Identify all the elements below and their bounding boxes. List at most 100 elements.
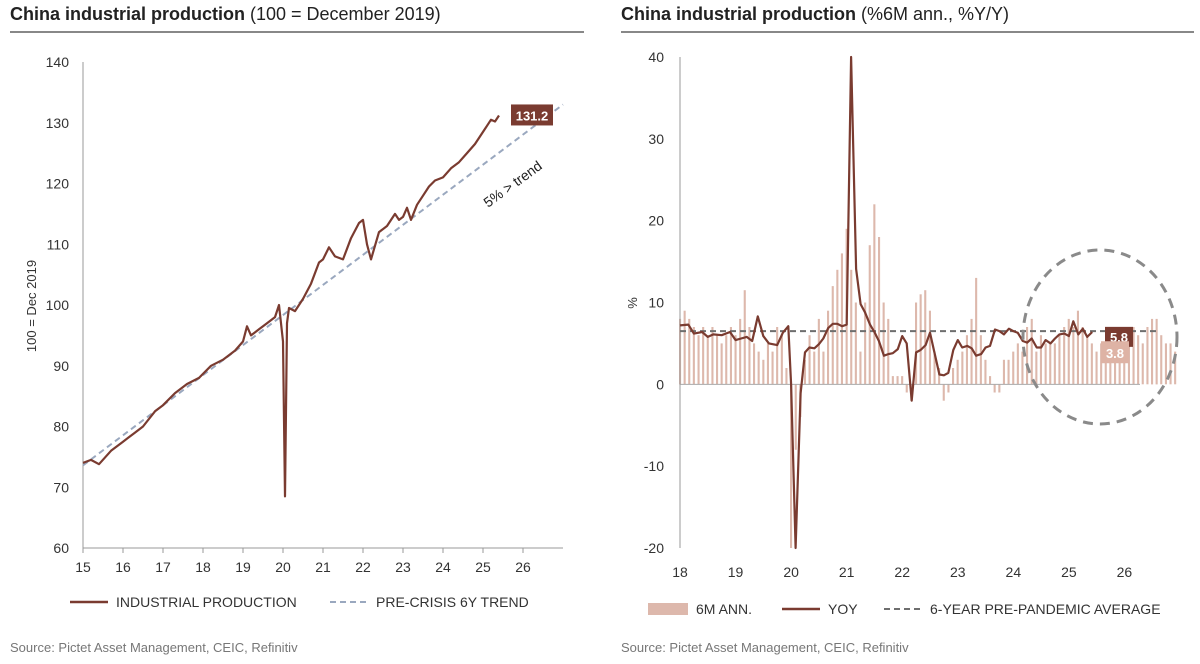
- six-month-bar: [1021, 351, 1024, 385]
- left-y-tick-label: 120: [46, 176, 70, 192]
- six-month-bar: [859, 351, 862, 385]
- left-title-rule: [10, 31, 584, 33]
- six-month-bar: [1118, 343, 1121, 385]
- six-month-bar: [1049, 343, 1052, 385]
- six-month-bar: [1095, 351, 1098, 385]
- left-x-tick-label: 24: [435, 559, 451, 575]
- six-month-bar: [836, 269, 839, 385]
- six-month-bar: [822, 351, 825, 385]
- six-month-bar: [1030, 318, 1033, 385]
- six-month-bar: [1160, 335, 1163, 385]
- six-month-bar: [1044, 343, 1047, 385]
- left-y-tick-label: 90: [53, 358, 69, 374]
- six-month-bar: [882, 302, 885, 385]
- six-month-bar: [790, 384, 793, 548]
- right-x-tick-label: 18: [672, 564, 688, 580]
- right-x-tick-label: 20: [783, 564, 799, 580]
- end-value-label: 131.2: [516, 108, 549, 123]
- six-month-bar: [938, 368, 941, 385]
- six-month-bar: [794, 384, 797, 450]
- six-month-bar: [1058, 335, 1061, 385]
- six-month-bar: [702, 327, 705, 385]
- left-x-tick-label: 22: [355, 559, 371, 575]
- six-month-bar: [1164, 343, 1167, 385]
- left-y-tick-label: 110: [47, 236, 70, 252]
- six-month-bar: [896, 376, 899, 385]
- industrial-production-line: [82, 114, 500, 498]
- six-month-bar: [739, 318, 742, 385]
- left-y-tick-label: 70: [53, 479, 69, 495]
- left-x-tick-label: 15: [75, 559, 91, 575]
- six-month-bar: [762, 359, 765, 385]
- left-x-tick-label: 23: [395, 559, 411, 575]
- six-month-bar: [919, 294, 922, 385]
- six-month-bar: [1109, 359, 1112, 385]
- right-x-tick-label: 26: [1117, 564, 1133, 580]
- six-month-bar: [1053, 343, 1056, 385]
- left-source-note: Source: Pictet Asset Management, CEIC, R…: [10, 640, 298, 655]
- six-month-bar: [683, 310, 686, 385]
- six-month-bar: [697, 335, 700, 385]
- six-month-bar: [1067, 318, 1070, 385]
- right-y-tick-label: 40: [648, 49, 664, 65]
- six-month-bar: [905, 384, 908, 393]
- left-x-tick-label: 16: [115, 559, 131, 575]
- legend-bars-label: 6M ANN.: [696, 601, 752, 617]
- six-month-bar: [947, 384, 950, 393]
- six-month-bar: [1039, 335, 1042, 385]
- six-month-bar: [766, 343, 769, 385]
- six-month-bar: [840, 253, 843, 385]
- six-month-bar: [864, 302, 867, 385]
- six-month-bar: [850, 269, 853, 385]
- right-title-rule: [621, 31, 1194, 33]
- legend-yoy-label: YOY: [828, 601, 858, 617]
- six-month-bar: [1026, 327, 1029, 385]
- six-month-bar: [970, 318, 973, 385]
- six-month-bar: [1114, 351, 1117, 385]
- left-x-tick-label: 18: [195, 559, 211, 575]
- six-month-bar: [780, 335, 783, 385]
- six-month-bar: [757, 351, 760, 385]
- left-x-tick-label: 20: [275, 559, 291, 575]
- right-y-axis-label: %: [625, 297, 640, 309]
- left-x-tick-label: 17: [155, 559, 171, 575]
- six-month-bar: [776, 327, 779, 385]
- left-x-tick-label: 25: [475, 559, 491, 575]
- six-month-end-badge: [1101, 341, 1129, 364]
- six-month-bar: [1007, 359, 1010, 385]
- left-title-sub: (100 = December 2019): [245, 4, 441, 24]
- six-month-bar: [716, 335, 719, 385]
- six-month-bar: [1104, 351, 1107, 385]
- six-month-bar: [1090, 343, 1093, 385]
- six-month-bar: [813, 351, 816, 385]
- six-month-bar: [1151, 318, 1154, 385]
- six-month-bar: [785, 368, 788, 385]
- right-x-tick-label: 22: [894, 564, 910, 580]
- trend-annotation: 5% > trend: [480, 157, 545, 210]
- yoy-end-label: 5.8: [1110, 330, 1128, 345]
- right-y-tick-label: -10: [644, 458, 664, 474]
- right-x-tick-label: 21: [839, 564, 855, 580]
- six-month-bar: [952, 368, 955, 385]
- right-title-sub: (%6M ann., %Y/Y): [856, 4, 1010, 24]
- right-x-tick-label: 25: [1061, 564, 1077, 580]
- six-month-bar: [725, 335, 728, 385]
- six-month-bar: [827, 310, 830, 385]
- six-month-bar: [887, 318, 890, 385]
- six-month-bar: [956, 359, 959, 385]
- six-month-bar: [1169, 343, 1172, 385]
- yoy-line: [679, 55, 1093, 550]
- left-x-tick-label: 26: [515, 559, 531, 575]
- legend-bars-swatch: [648, 603, 688, 615]
- six-month-bar: [965, 335, 968, 385]
- six-month-bar: [1016, 343, 1019, 385]
- legend-avg-label: 6-YEAR PRE-PANDEMIC AVERAGE: [930, 601, 1161, 617]
- right-y-tick-label: 20: [648, 213, 664, 229]
- six-month-bar: [854, 302, 857, 385]
- six-month-bar: [817, 318, 820, 385]
- six-month-bar: [928, 310, 931, 385]
- highlight-circle: [1021, 248, 1179, 426]
- six-month-bar: [868, 245, 871, 385]
- six-month-bar: [998, 384, 1001, 393]
- six-month-bar: [748, 327, 751, 385]
